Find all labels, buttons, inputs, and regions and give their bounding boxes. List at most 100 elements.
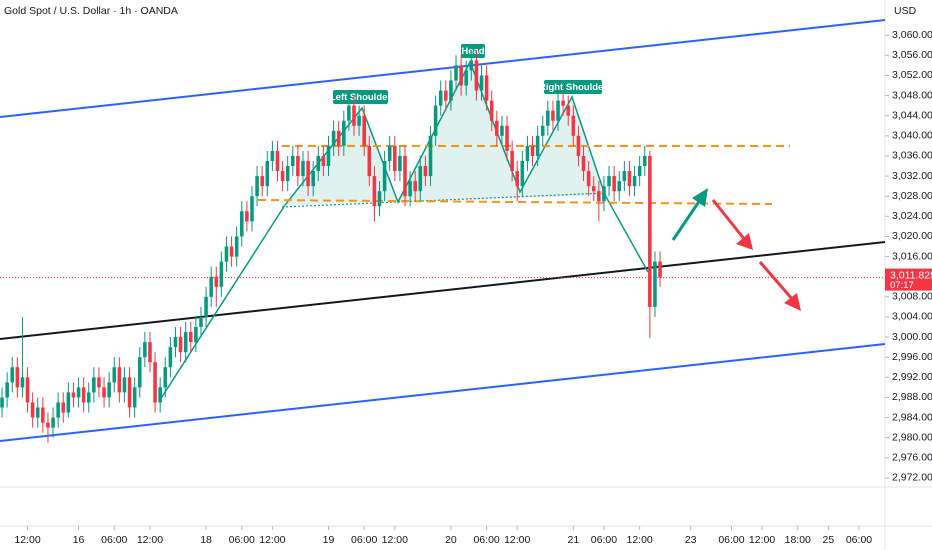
candle-body — [229, 246, 234, 257]
candle-body — [71, 392, 76, 398]
x-tick-label: 16 — [73, 534, 85, 546]
arrow-down — [711, 199, 747, 241]
candle-body — [342, 120, 346, 146]
x-tick-label: 06:00 — [718, 534, 744, 546]
candle-body — [168, 347, 173, 368]
pattern-fill — [285, 62, 605, 205]
candle-body — [586, 171, 591, 187]
candle-body — [449, 80, 453, 101]
pattern-label: Left Shoulder — [330, 92, 392, 103]
candle-body — [316, 155, 321, 172]
candle-body — [372, 176, 377, 207]
x-tick-label: 12:00 — [504, 534, 530, 546]
candle-body — [61, 402, 66, 413]
candle-body — [81, 387, 86, 403]
candle-body — [15, 367, 20, 388]
candle-body — [438, 90, 443, 106]
candle-body — [153, 362, 157, 403]
x-tick-label: 20 — [445, 534, 457, 546]
arrow-down-head — [784, 293, 801, 311]
candle-body — [285, 166, 290, 182]
candle-body — [474, 60, 479, 91]
candle-body — [183, 332, 188, 353]
candle-body — [255, 176, 259, 197]
candle-body — [622, 171, 627, 182]
candle-body — [117, 367, 122, 393]
candle-body — [489, 100, 494, 121]
candle-body — [296, 155, 300, 177]
candle-body — [658, 261, 662, 278]
candle-body — [597, 191, 601, 202]
x-tick-label: 18:00 — [785, 534, 811, 546]
candle-body — [510, 150, 514, 172]
candle-body — [347, 105, 351, 121]
candle-body — [479, 75, 484, 91]
y-tick-label: 2,976.000 — [892, 452, 932, 464]
candle-body — [97, 377, 101, 388]
candle-body — [469, 60, 474, 71]
candle-body — [642, 155, 647, 167]
candle-body — [387, 145, 392, 161]
candle-body — [617, 181, 622, 192]
x-tick-label: 06:00 — [591, 534, 617, 546]
arrow-up-head — [692, 188, 708, 207]
candle-body — [239, 211, 244, 237]
candle-body — [637, 166, 642, 177]
candle-body — [535, 135, 540, 156]
candle-body — [66, 392, 71, 413]
candle-body — [132, 387, 137, 408]
y-tick-label: 2,984.000 — [892, 411, 932, 423]
candle-body — [41, 407, 45, 423]
y-tick-label: 2,996.000 — [892, 351, 932, 363]
countdown: 07:17 — [890, 280, 914, 291]
currency: USD — [894, 5, 917, 17]
candle-body — [188, 332, 193, 343]
candle-body — [224, 246, 229, 262]
arrow-down — [758, 261, 795, 301]
x-tick-label: 06:00 — [846, 534, 872, 546]
candle-body — [556, 100, 560, 121]
candles — [0, 50, 662, 443]
x-tick-label: 06:00 — [101, 534, 127, 546]
candle-body — [336, 130, 341, 146]
x-tick-label: 06:00 — [229, 534, 255, 546]
candle-body — [25, 377, 30, 403]
candle-body — [51, 417, 55, 428]
candle-body — [566, 105, 571, 116]
candle-body — [275, 150, 280, 172]
x-tick-label: 12:00 — [749, 534, 775, 546]
y-tick-label: 3,000.000 — [892, 331, 932, 343]
candle-body — [194, 327, 198, 343]
y-tick-label: 3,004.000 — [892, 311, 932, 323]
y-tick-label: 3,028.000 — [892, 190, 932, 202]
candle-body — [520, 160, 525, 187]
candle-body — [35, 407, 40, 418]
candle-body — [581, 155, 586, 172]
y-tick-label: 3,048.000 — [892, 89, 932, 101]
candle-body — [362, 115, 366, 146]
candle-body — [382, 160, 387, 192]
candle-body — [484, 75, 489, 101]
candle-body — [250, 196, 254, 222]
candle-body — [163, 367, 168, 388]
candle-body — [546, 110, 550, 126]
candle-body — [454, 65, 458, 81]
x-tick-label: 25 — [823, 534, 835, 546]
candle-body — [331, 130, 336, 146]
candle-body — [270, 150, 275, 161]
candle-body — [112, 367, 117, 383]
x-tick-label: 12:00 — [627, 534, 653, 546]
candle-body — [143, 342, 147, 358]
candle-body — [500, 125, 504, 136]
candle-body — [403, 155, 407, 197]
candle-body — [525, 145, 530, 161]
candle-body — [76, 387, 81, 398]
y-tick-label: 2,992.000 — [892, 371, 932, 383]
candle-body — [301, 160, 305, 177]
last-price-box — [885, 268, 932, 291]
y-tick-label: 3,020.000 — [892, 230, 932, 242]
candle-body — [653, 261, 657, 307]
candle-body — [10, 367, 15, 383]
candle-body — [393, 145, 397, 172]
